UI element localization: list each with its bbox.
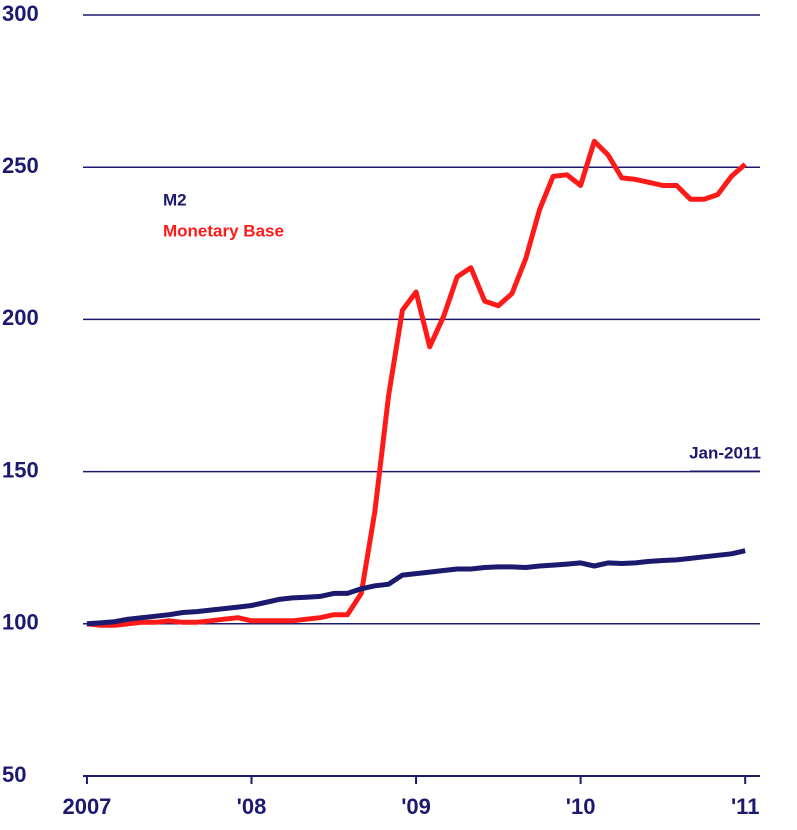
x-tick-label: 2007	[62, 794, 111, 819]
x-tick-label: '09	[401, 794, 431, 819]
y-tick-label: 200	[2, 305, 39, 330]
y-tick-label: 100	[2, 610, 39, 635]
x-tick-label: '11	[731, 794, 760, 819]
annotation: Jan-2011	[689, 443, 761, 462]
y-tick-label: 300	[2, 1, 39, 26]
series-line	[86, 138, 747, 628]
x-tick-label: '10	[566, 794, 596, 819]
y-tick-label: 250	[2, 153, 39, 178]
x-tick-label: '08	[237, 794, 267, 819]
series-line	[86, 548, 746, 627]
legend-label: Monetary Base	[163, 221, 284, 240]
y-tick-label: 150	[2, 457, 39, 482]
legend-label: M2	[163, 190, 187, 209]
y-tick-label: 50	[2, 762, 26, 787]
